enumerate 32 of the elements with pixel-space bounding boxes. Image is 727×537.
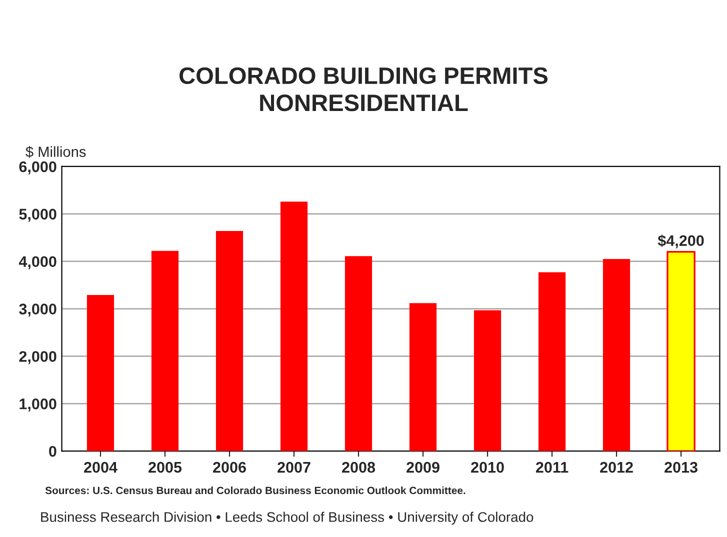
y-tick-label: 2,000 xyxy=(19,351,56,364)
bar xyxy=(86,295,114,452)
y-axis-title: $ Millions xyxy=(26,146,86,158)
bar xyxy=(538,272,566,452)
text: Business Research Division • Leeds School of Business • University of Colorado xyxy=(41,512,534,525)
y-tick-label: 1,000 xyxy=(20,398,56,412)
bar xyxy=(344,256,372,452)
bar xyxy=(151,250,179,452)
x-tick-label: 2007 xyxy=(278,462,310,473)
y-tick-label: 0 xyxy=(49,446,56,457)
x-tick-label: 2005 xyxy=(148,462,182,473)
bar xyxy=(409,303,437,452)
source-note: Sources: U.S. Census Bureau and Colorado Business Economic Outlook Committee. xyxy=(45,486,466,494)
y-tick-label: 4,000 xyxy=(18,256,56,270)
x-tick-label: 2008 xyxy=(342,462,376,473)
x-tick-label: 2013 xyxy=(664,462,698,473)
bar xyxy=(474,310,502,452)
x-tick-label: 2012 xyxy=(600,462,633,473)
bar xyxy=(280,202,308,452)
y-tick-label: 6,000 xyxy=(19,161,56,174)
x-tick-label: 2011 xyxy=(536,462,568,473)
y-tick-label: 5,000 xyxy=(19,208,56,222)
bar xyxy=(216,230,244,452)
x-tick-label: 2004 xyxy=(84,462,118,473)
x-tick-label: 2010 xyxy=(471,462,504,473)
bar xyxy=(602,258,630,452)
x-tick-label: 2006 xyxy=(213,462,246,473)
bar xyxy=(666,251,696,452)
data-label: $4,200 xyxy=(658,234,704,248)
chart-title: COLORADO BUILDING PERMITS NONRESIDENTIAL xyxy=(180,67,548,112)
y-tick-label: 3,000 xyxy=(19,304,56,317)
x-tick-label: 2009 xyxy=(406,462,440,473)
